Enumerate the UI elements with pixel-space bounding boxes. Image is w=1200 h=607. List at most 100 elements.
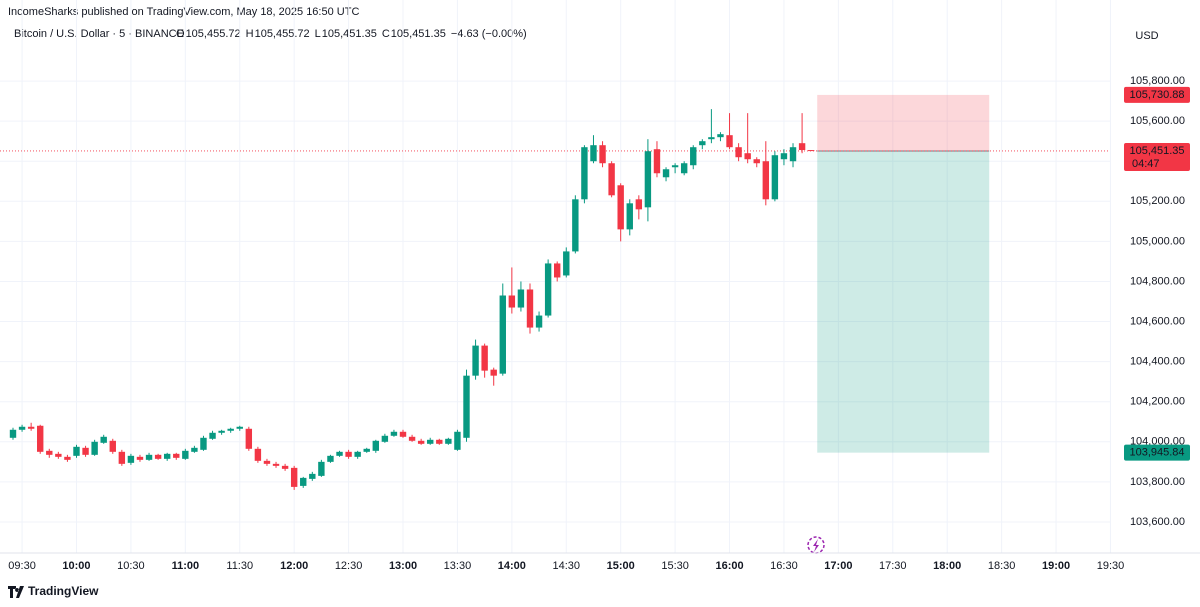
tradingview-logo	[8, 586, 24, 598]
candle-body	[454, 431, 461, 450]
x-tick-label: 16:30	[770, 560, 798, 572]
target-zone	[817, 150, 990, 453]
candle-body	[218, 430, 225, 433]
currency: USD	[1135, 30, 1158, 42]
candle-body	[481, 345, 488, 371]
y-tick-label: 103,600.00	[1130, 516, 1185, 528]
legend-key: H	[246, 28, 254, 40]
candle-body	[771, 155, 779, 200]
candle-body	[100, 436, 107, 443]
candle-body	[136, 456, 144, 460]
legend-change: −4.63 (−0.00%)	[451, 28, 527, 40]
y-tick-label: 105,600.00	[1130, 115, 1185, 127]
y-tick-label: 104,600.00	[1130, 315, 1185, 327]
x-tick-label: 15:30	[661, 560, 689, 572]
candle-body	[544, 263, 552, 316]
candle-body	[499, 295, 506, 374]
legend-key: L	[315, 28, 321, 40]
y-tick-label: 104,800.00	[1130, 275, 1185, 287]
stop-badge	[1124, 86, 1190, 103]
ohlc-legend: O 105,455.72 H 105,455.72 L 105,451.35 C 105,45…	[176, 28, 527, 40]
candle-body	[572, 199, 579, 252]
candle-body	[37, 425, 44, 452]
x-tick-label: 09:30	[8, 560, 36, 572]
candle-body	[245, 428, 253, 449]
candle-body	[554, 263, 561, 278]
candle-body	[173, 453, 180, 458]
candle-body	[127, 455, 135, 463]
y-tick-label: 104,200.00	[1130, 396, 1185, 408]
candle-body	[753, 159, 760, 164]
candle-body	[735, 147, 742, 158]
target-label: 103,945.84	[1129, 447, 1184, 459]
last-price-badge	[1124, 142, 1190, 171]
candle-body	[617, 185, 624, 230]
candle-body	[154, 454, 162, 459]
last-price-label: 105,451.35	[1129, 145, 1184, 157]
candle-body	[318, 461, 325, 476]
candle-body	[762, 161, 770, 200]
candle-body	[789, 147, 797, 162]
candle-body	[662, 169, 670, 178]
x-tick-label: 19:30	[1097, 560, 1125, 572]
x-tick-label: 13:00	[389, 560, 417, 572]
candle-body	[744, 153, 751, 160]
candle-body	[18, 426, 26, 430]
candle-body	[182, 450, 189, 459]
candle-body	[690, 147, 697, 166]
candle-body	[644, 151, 652, 208]
candle-body	[427, 439, 434, 444]
candle-body	[118, 451, 126, 464]
x-tick-label: 10:00	[62, 560, 90, 572]
candle-body	[381, 435, 389, 442]
y-tick-label: 105,800.00	[1130, 75, 1185, 87]
symbol: Bitcoin / U.S. Dollar · 5 · BINANCE	[14, 28, 184, 40]
legend-key: C	[382, 28, 390, 40]
candle-body	[46, 450, 53, 455]
candle-body	[408, 436, 416, 441]
candle-body	[163, 453, 171, 459]
candle-body	[807, 150, 815, 152]
candle-body	[417, 440, 425, 444]
x-tick-label: 13:30	[444, 560, 472, 572]
x-tick-label: 11:30	[226, 560, 253, 572]
candle-body	[254, 448, 262, 461]
candle-body	[608, 163, 615, 196]
candle-body	[590, 145, 597, 162]
candle-body	[599, 145, 606, 164]
x-tick-label: 14:00	[498, 560, 526, 572]
candle-body	[363, 448, 370, 452]
candle-body	[472, 345, 479, 376]
candle-body	[635, 199, 643, 210]
candle-body	[399, 431, 407, 437]
candle-body	[563, 251, 570, 276]
y-tick-label: 104,400.00	[1130, 356, 1185, 368]
x-tick-label: 11:00	[172, 560, 200, 572]
candle-body	[372, 440, 379, 451]
candle-body	[227, 428, 234, 431]
y-tick-label: 105,000.00	[1130, 235, 1185, 247]
candle-body	[345, 451, 352, 457]
x-tick-label: 10:30	[117, 560, 145, 572]
x-tick-label: 12:30	[335, 560, 363, 572]
candle-body	[463, 375, 470, 438]
x-tick-label: 18:00	[933, 560, 961, 572]
candle-body	[27, 426, 35, 429]
candle-body	[200, 437, 207, 450]
candle-body	[390, 431, 398, 436]
countdown: 04:47	[1132, 158, 1160, 170]
candle-body	[336, 451, 343, 456]
candle-body	[9, 429, 17, 438]
candle-body	[55, 453, 62, 457]
candle-body	[73, 446, 80, 456]
candle-body	[109, 440, 116, 452]
y-tick-label: 105,200.00	[1130, 195, 1185, 207]
candle-body	[281, 465, 289, 469]
candle-body	[272, 463, 280, 466]
candle-body	[445, 438, 452, 444]
x-tick-label: 17:30	[879, 560, 907, 572]
candle-body	[309, 473, 316, 479]
candle-body	[327, 455, 334, 462]
